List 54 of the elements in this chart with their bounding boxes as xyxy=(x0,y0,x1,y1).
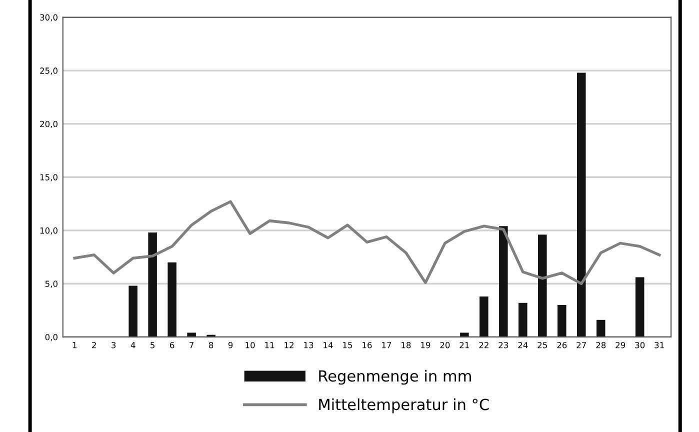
legend-label: Mitteltemperatur in °C xyxy=(319,398,489,414)
x-tick-label: 22 xyxy=(479,342,488,348)
x-tick-label: 30 xyxy=(635,342,645,348)
x-tick-label: 28 xyxy=(596,342,606,348)
x-tick-label: 12 xyxy=(284,342,294,348)
x-tick-label: 19 xyxy=(421,342,430,348)
x-tick-label: 6 xyxy=(170,342,174,348)
line-series xyxy=(73,200,661,286)
y-tick-label: 0,0 xyxy=(45,334,58,342)
x-tick-label: 15 xyxy=(343,342,352,348)
y-tick-label: 10,0 xyxy=(40,227,58,235)
x-tick-label: 5 xyxy=(150,342,154,348)
x-tick-label: 24 xyxy=(518,342,528,348)
x-tick-label: 21 xyxy=(460,342,469,348)
x-tick-label: 10 xyxy=(246,342,255,348)
bar xyxy=(518,302,528,337)
bar xyxy=(187,332,196,337)
x-tick-label: 4 xyxy=(130,342,136,348)
bar xyxy=(148,232,157,337)
x-tick-label: 31 xyxy=(654,342,664,348)
x-tick-label: 16 xyxy=(362,342,372,348)
x-tick-label: 17 xyxy=(382,342,392,348)
x-tick-label: 14 xyxy=(324,342,333,348)
x-tick-label: 18 xyxy=(402,342,411,348)
bar xyxy=(635,277,644,337)
bar xyxy=(128,286,138,337)
x-tick-label: 13 xyxy=(304,342,314,348)
y-tick-label: 5,0 xyxy=(45,280,58,288)
x-tick-label: 25 xyxy=(538,342,547,348)
x-tick-label: 9 xyxy=(228,342,233,348)
x-tick-label: 3 xyxy=(112,342,116,348)
x-tick-label: 8 xyxy=(208,342,214,348)
x-tick-label: 1 xyxy=(72,342,76,348)
x-tick-label: 29 xyxy=(616,342,626,348)
y-tick-label: 15,0 xyxy=(40,174,58,182)
y-tick-label: 30,0 xyxy=(40,14,58,22)
bar xyxy=(480,296,488,337)
x-tick-label: 23 xyxy=(498,342,508,348)
x-tick-label: 11 xyxy=(265,342,274,348)
bar xyxy=(460,332,469,337)
y-tick-label: 20,0 xyxy=(40,120,58,128)
x-tick-label: 26 xyxy=(557,342,567,348)
x-tick-label: 20 xyxy=(440,342,450,348)
x-tick-label: 7 xyxy=(190,342,194,348)
bar xyxy=(499,226,508,337)
y-tick-label: 25,0 xyxy=(40,68,58,75)
legend-label: Regenmenge in mm xyxy=(319,370,471,385)
x-tick-label: 27 xyxy=(576,342,586,348)
bar xyxy=(576,72,586,337)
bar xyxy=(168,262,176,337)
bar xyxy=(558,304,566,337)
bar xyxy=(538,234,547,337)
x-tick-label: 2 xyxy=(92,342,96,348)
bar xyxy=(596,320,606,337)
